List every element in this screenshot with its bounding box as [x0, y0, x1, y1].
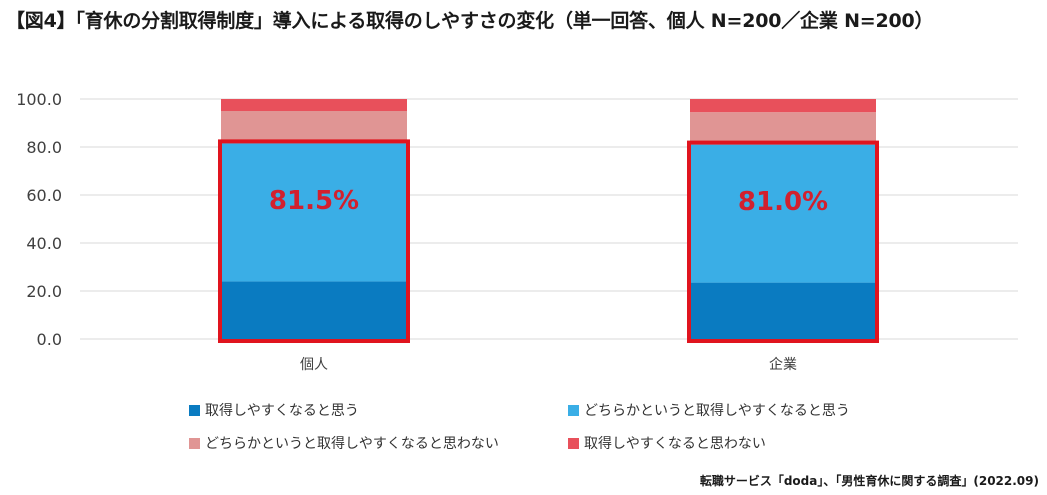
source-note: 転職サービス「doda」、「男性育休に関する調査」(2022.09)	[699, 474, 1039, 488]
bar-2-segment-1	[690, 282, 876, 339]
legend-item-4: 取得しやすくなると思わない	[568, 433, 766, 453]
annotation-label-1: 81.5%	[269, 186, 359, 216]
chart-title: 【図4】「育休の分割取得制度」導入による取得のしやすさの変化（単一回答、個人 N…	[6, 10, 934, 32]
y-tick-label-2: 40.0	[26, 234, 62, 253]
bar-1-segment-3	[221, 111, 407, 144]
bar-2-segment-3	[690, 112, 876, 145]
legend-label-4: 取得しやすくなると思わない	[584, 436, 766, 452]
stacked-bar-chart: 0.0 20.0 40.0 60.0 80.0 100.0 81.5% 81.0% 個人 企業	[16, 90, 1018, 373]
bar-1-segment-2	[221, 143, 407, 282]
y-tick-label-3: 60.0	[26, 186, 62, 205]
x-tick-label-1: 個人	[300, 357, 328, 373]
legend-item-2: どちらかというと取得しやすくなると思う	[568, 400, 850, 420]
highlight-box-1	[218, 139, 410, 343]
bar-1-segment-1	[221, 281, 407, 339]
y-tick-label-1: 20.0	[26, 282, 62, 301]
legend-label-2: どちらかというと取得しやすくなると思う	[584, 403, 850, 419]
y-tick-label-0: 0.0	[37, 330, 62, 349]
x-axis-ticks: 個人 企業	[300, 356, 797, 373]
legend-label-3: どちらかというと取得しやすくなると思わない	[205, 436, 499, 452]
legend-item-1: 取得しやすくなると思う	[189, 400, 359, 420]
bar-2-segment-4	[690, 99, 876, 113]
legend-swatch-2	[568, 404, 579, 416]
y-tick-label-5: 100.0	[16, 90, 62, 109]
bars: 81.5% 81.0%	[218, 99, 879, 343]
legend-swatch-4	[568, 437, 579, 449]
legend-item-3: どちらかというと取得しやすくなると思わない	[189, 433, 499, 453]
bar-2-segment-2	[690, 144, 876, 283]
highlight-box-2	[687, 140, 879, 343]
y-axis-ticks: 0.0 20.0 40.0 60.0 80.0 100.0	[16, 90, 62, 349]
legend-swatch-1	[189, 404, 200, 416]
bar-1-segment-4	[221, 99, 407, 111]
legend-swatch-3	[189, 437, 200, 449]
annotation-label-2: 81.0%	[738, 187, 828, 217]
y-tick-label-4: 80.0	[26, 138, 62, 157]
legend-label-1: 取得しやすくなると思う	[205, 403, 359, 419]
x-tick-label-2: 企業	[769, 356, 797, 373]
